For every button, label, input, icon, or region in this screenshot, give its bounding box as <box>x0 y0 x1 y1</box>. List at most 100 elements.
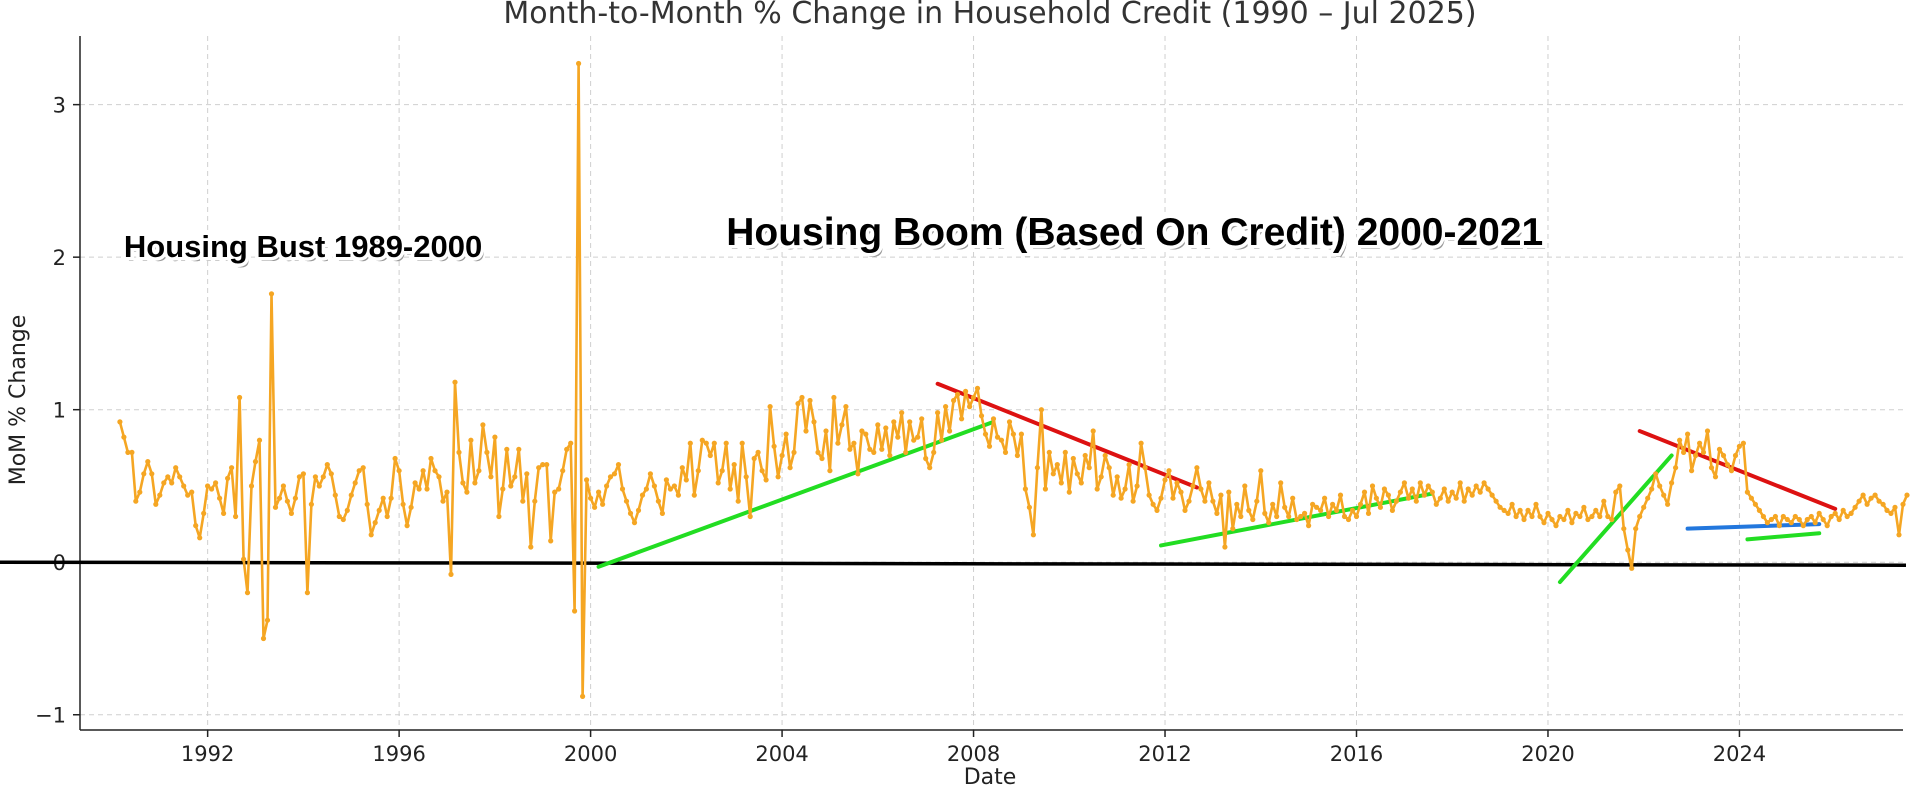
data-point <box>1401 480 1407 486</box>
data-point <box>1278 480 1284 486</box>
data-point <box>1086 465 1092 471</box>
data-point <box>835 440 841 446</box>
data-point <box>1665 501 1671 507</box>
data-point <box>460 480 466 486</box>
data-point <box>1509 501 1515 507</box>
data-point <box>1888 510 1894 516</box>
data-point <box>907 419 913 425</box>
data-point <box>496 513 502 520</box>
data-point <box>799 394 805 401</box>
data-point <box>974 385 981 391</box>
annotation-shadow: Housing Bust 1989-2000 <box>127 233 485 268</box>
data-point <box>488 474 494 480</box>
data-point <box>424 486 430 492</box>
data-point <box>943 404 949 410</box>
data-point <box>1868 495 1874 501</box>
data-point <box>1752 501 1758 507</box>
data-point <box>1381 486 1387 492</box>
data-point <box>1202 498 1208 504</box>
data-point <box>1405 495 1411 501</box>
data-point <box>540 462 546 468</box>
data-point <box>1038 407 1044 413</box>
data-point <box>468 437 474 443</box>
data-point <box>1876 498 1882 504</box>
data-point <box>1266 520 1272 526</box>
data-point <box>970 394 977 401</box>
trend-line <box>1745 531 1822 542</box>
data-point <box>1162 477 1168 483</box>
data-point <box>1393 498 1399 504</box>
data-point <box>484 449 490 455</box>
data-point <box>280 483 286 489</box>
data-point <box>1174 480 1180 486</box>
data-point <box>1561 516 1567 523</box>
data-point <box>1062 449 1068 455</box>
data-point <box>508 483 514 489</box>
data-point <box>759 468 765 474</box>
data-point <box>671 483 678 489</box>
data-point <box>316 483 322 489</box>
data-point <box>1170 495 1176 501</box>
chart-title: Month-to-Month % Change in Household Cre… <box>503 0 1476 31</box>
data-point <box>651 483 658 489</box>
data-point <box>1373 495 1379 501</box>
data-point <box>1046 449 1052 455</box>
data-point <box>1002 449 1009 455</box>
data-point <box>592 504 598 510</box>
data-point <box>1074 471 1080 477</box>
data-point <box>1804 516 1810 523</box>
data-point <box>264 617 271 623</box>
data-point <box>779 452 785 459</box>
data-point <box>1206 480 1212 486</box>
data-point <box>1226 489 1232 495</box>
data-point <box>121 434 127 440</box>
data-point <box>903 449 909 455</box>
data-point <box>1186 498 1192 504</box>
data-point <box>647 471 654 477</box>
data-point <box>1485 486 1491 492</box>
data-point <box>412 480 418 486</box>
data-point <box>639 492 646 498</box>
data-point <box>448 571 454 578</box>
data-point <box>360 465 366 471</box>
data-point <box>260 635 267 642</box>
data-point <box>1477 489 1483 495</box>
annotation-shadow: Housing Boom (Based On Credit) 2000-2021 <box>729 215 1546 258</box>
data-point <box>1481 480 1487 486</box>
data-point <box>1341 513 1348 520</box>
data-point <box>1449 489 1455 495</box>
data-point <box>1194 465 1200 471</box>
data-point <box>1633 526 1639 532</box>
data-point <box>867 446 873 452</box>
y-tick-label: 2 <box>53 246 66 270</box>
data-point <box>252 459 259 465</box>
data-point <box>1641 504 1647 510</box>
data-point <box>1609 516 1615 523</box>
data-point <box>1796 516 1802 523</box>
data-point <box>177 474 183 480</box>
data-point <box>580 693 586 700</box>
data-point <box>1697 440 1703 446</box>
data-point <box>739 440 745 446</box>
data-point <box>1593 507 1599 513</box>
data-point <box>1824 523 1830 529</box>
trend-line <box>1637 429 1838 511</box>
y-tick-label: 3 <box>53 94 66 118</box>
data-point <box>635 507 642 513</box>
data-point <box>336 513 342 520</box>
data-point <box>512 474 518 480</box>
data-point <box>1685 431 1691 437</box>
data-point <box>165 474 171 480</box>
data-point <box>1310 501 1316 507</box>
data-point <box>560 468 566 474</box>
data-point <box>584 477 590 483</box>
data-point <box>1182 507 1188 513</box>
data-point <box>1784 516 1790 523</box>
data-point <box>300 471 306 477</box>
data-point <box>141 471 147 477</box>
y-tick-label: 1 <box>53 399 66 423</box>
data-point <box>364 501 370 507</box>
data-point <box>1740 440 1746 446</box>
data-point <box>711 440 717 446</box>
